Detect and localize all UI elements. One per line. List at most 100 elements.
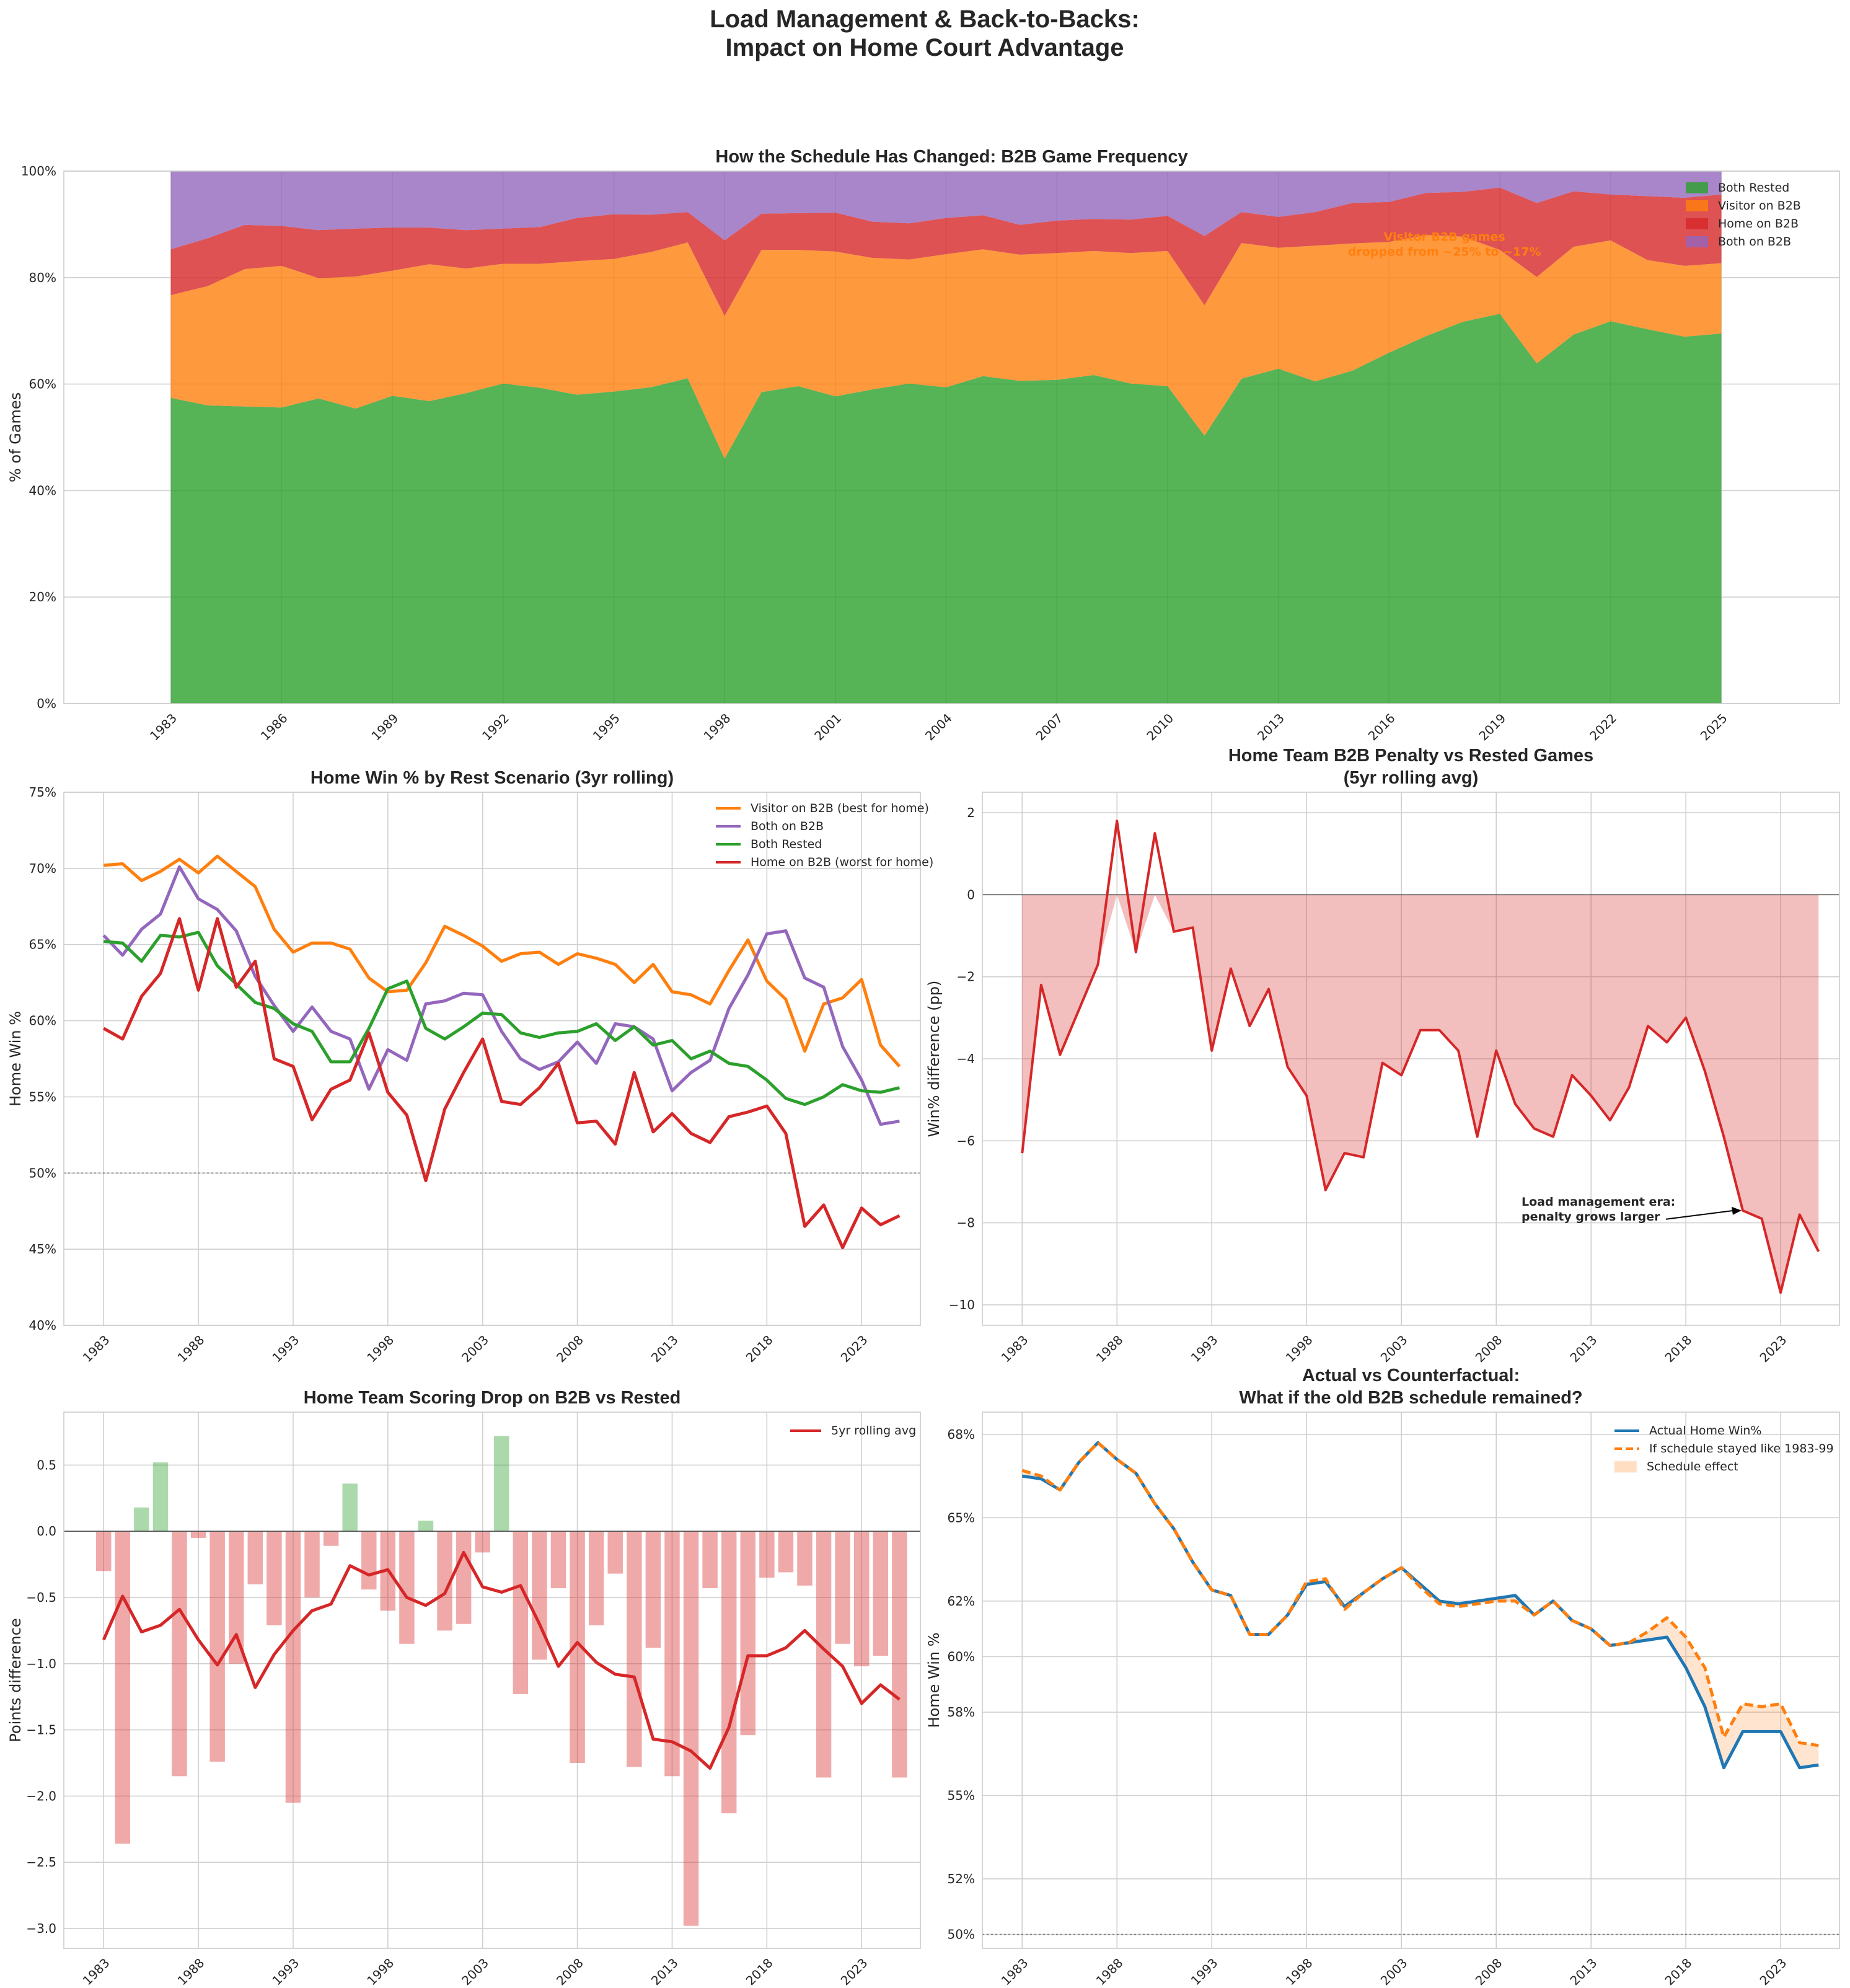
legend-swatch xyxy=(1686,236,1708,247)
x-tick-label: 1993 xyxy=(1188,1332,1221,1365)
x-tick-label: 2003 xyxy=(1378,1955,1411,1988)
series-line xyxy=(102,865,900,1126)
y-tick-label: −2 xyxy=(957,970,975,984)
x-tick-label: 1998 xyxy=(1283,1955,1316,1988)
y-tick-label: 40% xyxy=(29,483,56,498)
y-tick-label: 68% xyxy=(948,1427,975,1442)
y-tick-label: 75% xyxy=(29,785,56,800)
legend-swatch xyxy=(1614,1460,1637,1473)
x-tick-label: 1993 xyxy=(1188,1955,1221,1988)
bar xyxy=(645,1531,661,1648)
rest-scenario-line-chart: 1983 1988 1993 1998 2003 2008 2013 2018 2023 40% 4… xyxy=(7,768,933,1365)
bar xyxy=(853,1531,870,1667)
bar xyxy=(759,1531,775,1578)
y-tick-label: −4 xyxy=(957,1051,975,1066)
figure-title-line2: Impact on Home Court Advantage xyxy=(725,34,1124,61)
area-series xyxy=(170,314,1722,704)
x-tick-label: 2008 xyxy=(1473,1955,1505,1988)
area-series xyxy=(170,235,1722,459)
chart-title-line1: Home Team B2B Penalty vs Rested Games xyxy=(1228,746,1593,766)
bar xyxy=(95,1531,112,1571)
bar xyxy=(209,1531,225,1762)
scoring-drop-bar-chart: 1983 1988 1993 1998 2003 2008 2013 2018 2023 −3.0… xyxy=(7,1388,921,1988)
y-tick-label: −8 xyxy=(957,1216,975,1230)
chart-title: Home Win % by Rest Scenario (3yr rolling… xyxy=(311,768,674,788)
legend-label: Visitor on B2B xyxy=(1718,199,1801,213)
x-tick-label: 1993 xyxy=(269,1955,302,1988)
y-tick-label: −0.5 xyxy=(26,1590,56,1605)
rolling-avg-line xyxy=(102,1550,901,1770)
y-tick-label: −1.0 xyxy=(26,1656,56,1671)
x-tick-label: 2008 xyxy=(1473,1332,1505,1365)
x-tick-label: 1992 xyxy=(479,710,512,743)
x-tick-label: 1983 xyxy=(998,1955,1031,1988)
chart-title: How the Schedule Has Changed: B2B Game F… xyxy=(715,147,1187,167)
y-tick-label: 0.0 xyxy=(37,1524,56,1539)
bar xyxy=(361,1531,377,1590)
x-tick-label: 2003 xyxy=(459,1955,491,1988)
bar xyxy=(266,1531,282,1625)
plot-frame xyxy=(63,1411,921,1949)
area-series xyxy=(170,187,1722,316)
x-tick-label: 2013 xyxy=(1567,1332,1600,1365)
y-axis-label: Home Win % xyxy=(7,1011,24,1107)
y-tick-label: −6 xyxy=(957,1133,975,1148)
plot-background xyxy=(64,1412,920,1948)
y-tick-label: 80% xyxy=(29,270,56,285)
x-tick-label: 1988 xyxy=(174,1332,207,1365)
x-tick-label: 2018 xyxy=(743,1955,776,1988)
x-tick-label: 2004 xyxy=(922,710,955,743)
legend-swatch xyxy=(1686,200,1708,211)
x-tick-label: 2016 xyxy=(1365,710,1398,743)
x-tick-label: 2008 xyxy=(553,1955,586,1988)
x-tick-label: 2025 xyxy=(1698,710,1730,743)
legend-label: Both Rested xyxy=(751,837,822,851)
bar xyxy=(607,1531,623,1574)
x-tick-label: 2013 xyxy=(648,1332,681,1365)
schedule-effect-fill xyxy=(1022,1442,1819,1768)
y-tick-label: −2.5 xyxy=(26,1855,56,1870)
x-tick-label: 2018 xyxy=(1662,1332,1694,1365)
bar xyxy=(285,1531,301,1803)
bar xyxy=(835,1531,850,1644)
area-series xyxy=(170,171,1722,250)
bar xyxy=(532,1531,547,1660)
legend-label: Home on B2B (worst for home) xyxy=(751,855,933,869)
x-tick-label: 2023 xyxy=(838,1955,871,1988)
bar xyxy=(475,1531,490,1553)
x-tick-label: 1988 xyxy=(1093,1955,1126,1988)
legend-label: Visitor on B2B (best for home) xyxy=(751,802,929,815)
y-tick-label: 40% xyxy=(29,1318,56,1333)
x-tick-label: 1998 xyxy=(364,1332,397,1365)
legend-swatch xyxy=(1686,218,1708,229)
y-tick-label: 100% xyxy=(21,164,56,179)
y-tick-label: −10 xyxy=(949,1297,975,1312)
bar xyxy=(721,1531,737,1814)
bar xyxy=(778,1531,794,1573)
plot-frame xyxy=(982,1411,1840,1949)
bar xyxy=(873,1531,889,1656)
bar xyxy=(740,1531,755,1736)
annotation-line1: Visitor B2B games xyxy=(1384,231,1505,244)
y-tick-label: 45% xyxy=(29,1242,56,1257)
bar xyxy=(134,1507,149,1532)
chart-title: Home Team Scoring Drop on B2B vs Rested xyxy=(304,1388,681,1408)
annotation-arrow-head xyxy=(1731,1206,1742,1215)
bar xyxy=(247,1531,263,1584)
counterfactual-line xyxy=(1021,1441,1819,1747)
y-tick-label: 2 xyxy=(967,805,975,820)
y-tick-label: 60% xyxy=(29,1014,56,1028)
y-tick-label: −3.0 xyxy=(26,1921,56,1936)
bar xyxy=(588,1531,604,1625)
y-tick-label: 55% xyxy=(948,1788,975,1803)
y-tick-label: 50% xyxy=(29,1165,56,1180)
legend-label: If schedule stayed like 1983-99 xyxy=(1649,1442,1834,1456)
y-tick-label: 55% xyxy=(29,1089,56,1104)
x-tick-label: 2008 xyxy=(553,1332,586,1365)
chart-title-line1: Actual vs Counterfactual: xyxy=(1302,1366,1520,1385)
x-tick-label: 1998 xyxy=(701,710,734,743)
x-tick-label: 2013 xyxy=(1567,1955,1600,1988)
series-line xyxy=(104,854,901,1067)
y-axis-label: Win% difference (pp) xyxy=(925,981,943,1138)
